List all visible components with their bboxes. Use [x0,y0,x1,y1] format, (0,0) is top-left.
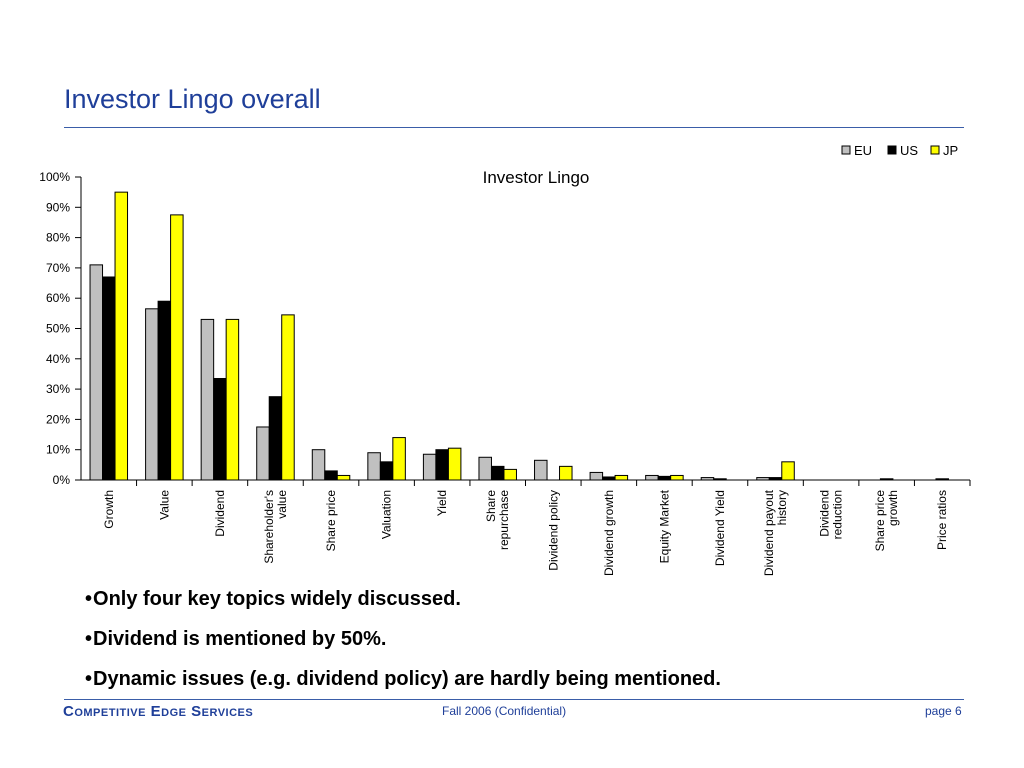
bullet-mark: • [85,588,93,610]
footer-divider [64,699,964,700]
bar-jp [559,465,573,481]
x-tick-label: Dividend Yield [713,490,727,566]
bar-jp [503,468,517,481]
bar-jp [392,437,406,481]
bar-us [102,276,116,481]
bar-eu [756,477,770,481]
x-tick-label: Share pricegrowth [873,490,900,552]
y-tick-label: 40% [46,352,70,366]
y-tick-label: 60% [46,291,70,305]
bar-jp [225,318,240,481]
bar-eu [534,459,548,481]
x-tick-label: Equity Market [657,489,671,563]
bar-jp [281,314,295,481]
legend-label-us: US [900,143,918,158]
bar-jp [114,191,129,481]
bar-us [602,476,616,481]
bar-eu [589,471,604,481]
x-tick-label: Dividend [213,490,227,537]
bullet-text: Only four key topics widely discussed. [93,588,461,610]
bar-eu [422,453,437,481]
y-tick-label: 80% [46,231,70,245]
bar-us [657,475,672,481]
bullet-mark: • [85,628,93,650]
y-tick-label: 30% [46,382,70,396]
bar-us [268,396,283,481]
bullet-mark: • [85,668,93,690]
footer-page-number: page 6 [925,704,962,718]
bar-jp [170,214,184,481]
legend-swatch-us [887,145,897,155]
bar-eu [645,474,659,481]
footer-brand: Competitive Edge Services [63,703,254,720]
x-tick-label: Shareholder'svalue [262,490,289,564]
y-tick-label: 20% [46,412,70,426]
bullet-text: Dynamic issues (e.g. dividend policy) ar… [93,668,721,690]
legend-label-jp: JP [943,143,958,158]
x-tick-label: Dividend payouthistory [762,489,789,576]
bar-us [157,300,172,481]
legend-swatch-jp [930,145,940,155]
bar-eu [311,449,326,481]
bar-eu [478,456,492,481]
bar-eu [145,308,159,481]
bullet-text: Dividend is mentioned by 50%. [93,628,387,650]
bar-eu [256,426,270,481]
y-tick-label: 90% [46,200,70,214]
bar-us [935,478,949,481]
bar-eu [367,452,381,481]
y-tick-label: 70% [46,261,70,275]
bullet-item: •Dividend is mentioned by 50%. [85,627,721,667]
bar-us [379,461,394,481]
bar-chart: Investor Lingo 0% 10% 20% 30% 40% 50% 60% 70% 80%… [39,143,971,576]
y-tick-label: 10% [46,443,70,457]
bar-us [213,377,227,481]
x-tick-label: Sharerepurchase [484,490,511,550]
bar-jp [781,461,795,481]
y-tick-label: 100% [39,170,70,184]
x-tick-label: Yield [435,490,449,516]
bar-us [713,478,727,481]
slide-title: Investor Lingo overall [64,84,321,114]
bar-eu [89,264,104,481]
bullet-list: •Only four key topics widely discussed. … [85,587,721,707]
chart-title: Investor Lingo [483,168,590,187]
bar-us [879,478,894,481]
x-tick-label: Valuation [380,490,394,539]
x-tick-label: Share price [324,490,338,552]
bar-eu [200,318,215,481]
bar-us [490,465,505,481]
legend-label-eu: EU [854,143,872,158]
x-tick-label: Value [157,490,171,520]
bullet-item: •Dynamic issues (e.g. dividend policy) a… [85,667,721,707]
title-divider [64,127,964,128]
x-tick-label: Price ratios [935,490,949,550]
bar-us [435,449,449,481]
x-tick-label: Dividendreduction [818,490,845,539]
x-tick-label: Growth [102,490,116,529]
y-tick-label: 50% [46,322,70,336]
legend-swatch-eu [841,145,851,155]
bar-jp [447,447,462,481]
x-tick-label: Dividend growth [602,490,616,576]
y-tick-label: 0% [53,473,71,487]
bar-jp [614,474,629,481]
bar-eu [700,477,715,481]
bar-us [768,477,783,481]
bar-jp [336,474,351,481]
footer-confidential: Fall 2006 (Confidential) [442,704,567,718]
bar-us [324,470,338,481]
x-tick-label: Dividend policy [546,490,560,571]
bar-jp [670,474,684,481]
bullet-item: •Only four key topics widely discussed. [85,587,721,627]
